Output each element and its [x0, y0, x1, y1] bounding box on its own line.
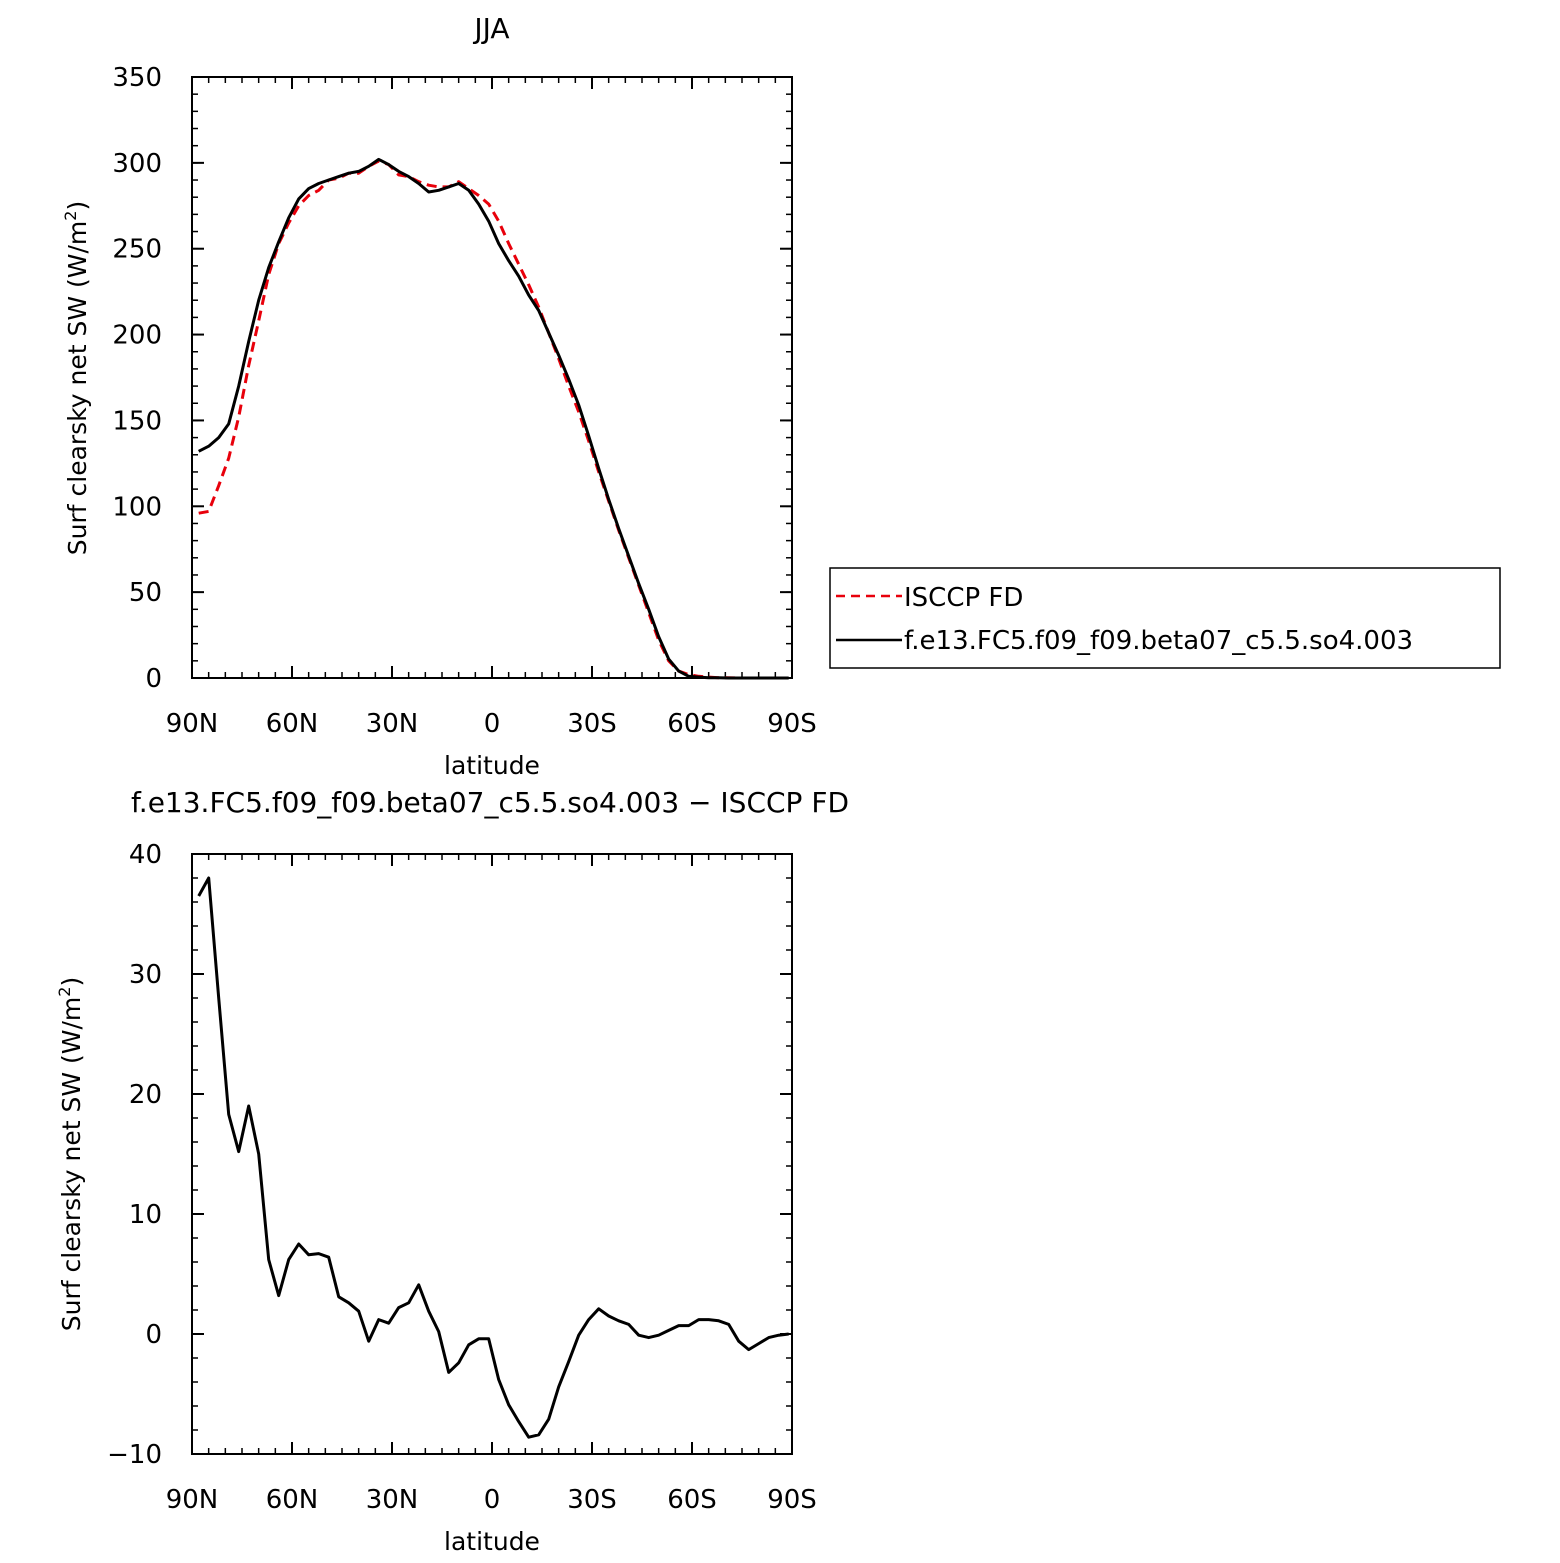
plot-frame-bottom [191, 853, 793, 1455]
chart-panel-top: JJA 90N 60N 30N 0 30S 60S 90S 0 50 100 150 200 250 30… [61, 12, 817, 780]
y-tick-label-bottom: 40 [129, 840, 162, 870]
y-tick-label-top: 250 [112, 235, 162, 265]
y-tick-label-bottom: 30 [129, 960, 162, 990]
chart-title-top: JJA [472, 12, 509, 45]
x-tick-label-bottom: 0 [484, 1485, 501, 1515]
series-line-top-0 [198, 159, 789, 680]
y-tick-label-bottom: 10 [129, 1200, 162, 1230]
x-tick-label-top: 60N [266, 709, 319, 739]
x-tick-label-top: 30S [567, 709, 617, 739]
y-tick-label-top: 0 [145, 664, 162, 694]
x-tick-label-bottom: 90N [166, 1485, 219, 1515]
series-line-top-1 [198, 157, 789, 680]
legend: ISCCP FD f.e13.FC5.f09_f09.beta07_c5.5.s… [829, 567, 1501, 669]
legend-label-model: f.e13.FC5.f09_f09.beta07_c5.5.so4.003 [904, 626, 1413, 656]
x-tick-label-top: 60S [667, 709, 717, 739]
x-tick-label-top: 90N [166, 709, 219, 739]
y-axis-label-top-text: Surf clearsky net SW (W/m [63, 221, 92, 556]
legend-box [829, 567, 1501, 669]
plot-area-bottom: 90N 60N 30N 0 30S 60S 90S −10 0 10 20 30 40 [107, 840, 817, 1515]
y-axis-label-bottom-close: ) [57, 977, 86, 987]
y-axis-label-bottom-superscript: 2 [55, 987, 74, 997]
y-axis-label-bottom: Surf clearsky net SW (W/m2) [55, 977, 86, 1331]
x-tick-label-bottom: 90S [767, 1485, 817, 1515]
y-tick-label-top: 50 [129, 578, 162, 608]
x-tick-label-top: 30N [366, 709, 419, 739]
series-line-bottom-0 [197, 876, 789, 1439]
plot-frame-top [191, 76, 793, 679]
x-tick-label-bottom: 60N [266, 1485, 319, 1515]
y-axis-label-top-superscript: 2 [61, 211, 80, 221]
x-tick-label-bottom: 30S [567, 1485, 617, 1515]
y-tick-label-top: 350 [112, 63, 162, 93]
y-tick-label-top: 300 [112, 149, 162, 179]
y-tick-label-bottom: 0 [145, 1320, 162, 1350]
x-tick-label-top: 0 [484, 709, 501, 739]
x-tick-label-top: 90S [767, 709, 817, 739]
y-axis-label-top-close: ) [63, 201, 92, 211]
x-tick-label-bottom: 30N [366, 1485, 419, 1515]
y-tick-label-top: 100 [112, 492, 162, 522]
y-axis-label-bottom-text: Surf clearsky net SW (W/m [57, 997, 86, 1332]
chart-panel-bottom: f.e13.FC5.f09_f09.beta07_c5.5.so4.003 − … [55, 786, 849, 1556]
plot-area-top: 90N 60N 30N 0 30S 60S 90S 0 50 100 150 200 250 300 350 [112, 63, 816, 739]
y-tick-label-bottom: 20 [129, 1080, 162, 1110]
legend-label-isccp: ISCCP FD [904, 583, 1023, 613]
y-axis-label-top: Surf clearsky net SW (W/m2) [61, 201, 92, 555]
chart-title-bottom: f.e13.FC5.f09_f09.beta07_c5.5.so4.003 − … [131, 786, 849, 819]
y-tick-label-top: 200 [112, 321, 162, 351]
y-tick-label-top: 150 [112, 406, 162, 436]
y-tick-label-bottom: −10 [107, 1440, 162, 1470]
x-axis-label-bottom: latitude [444, 1527, 540, 1556]
x-tick-label-bottom: 60S [667, 1485, 717, 1515]
x-axis-label-top: latitude [444, 751, 540, 780]
